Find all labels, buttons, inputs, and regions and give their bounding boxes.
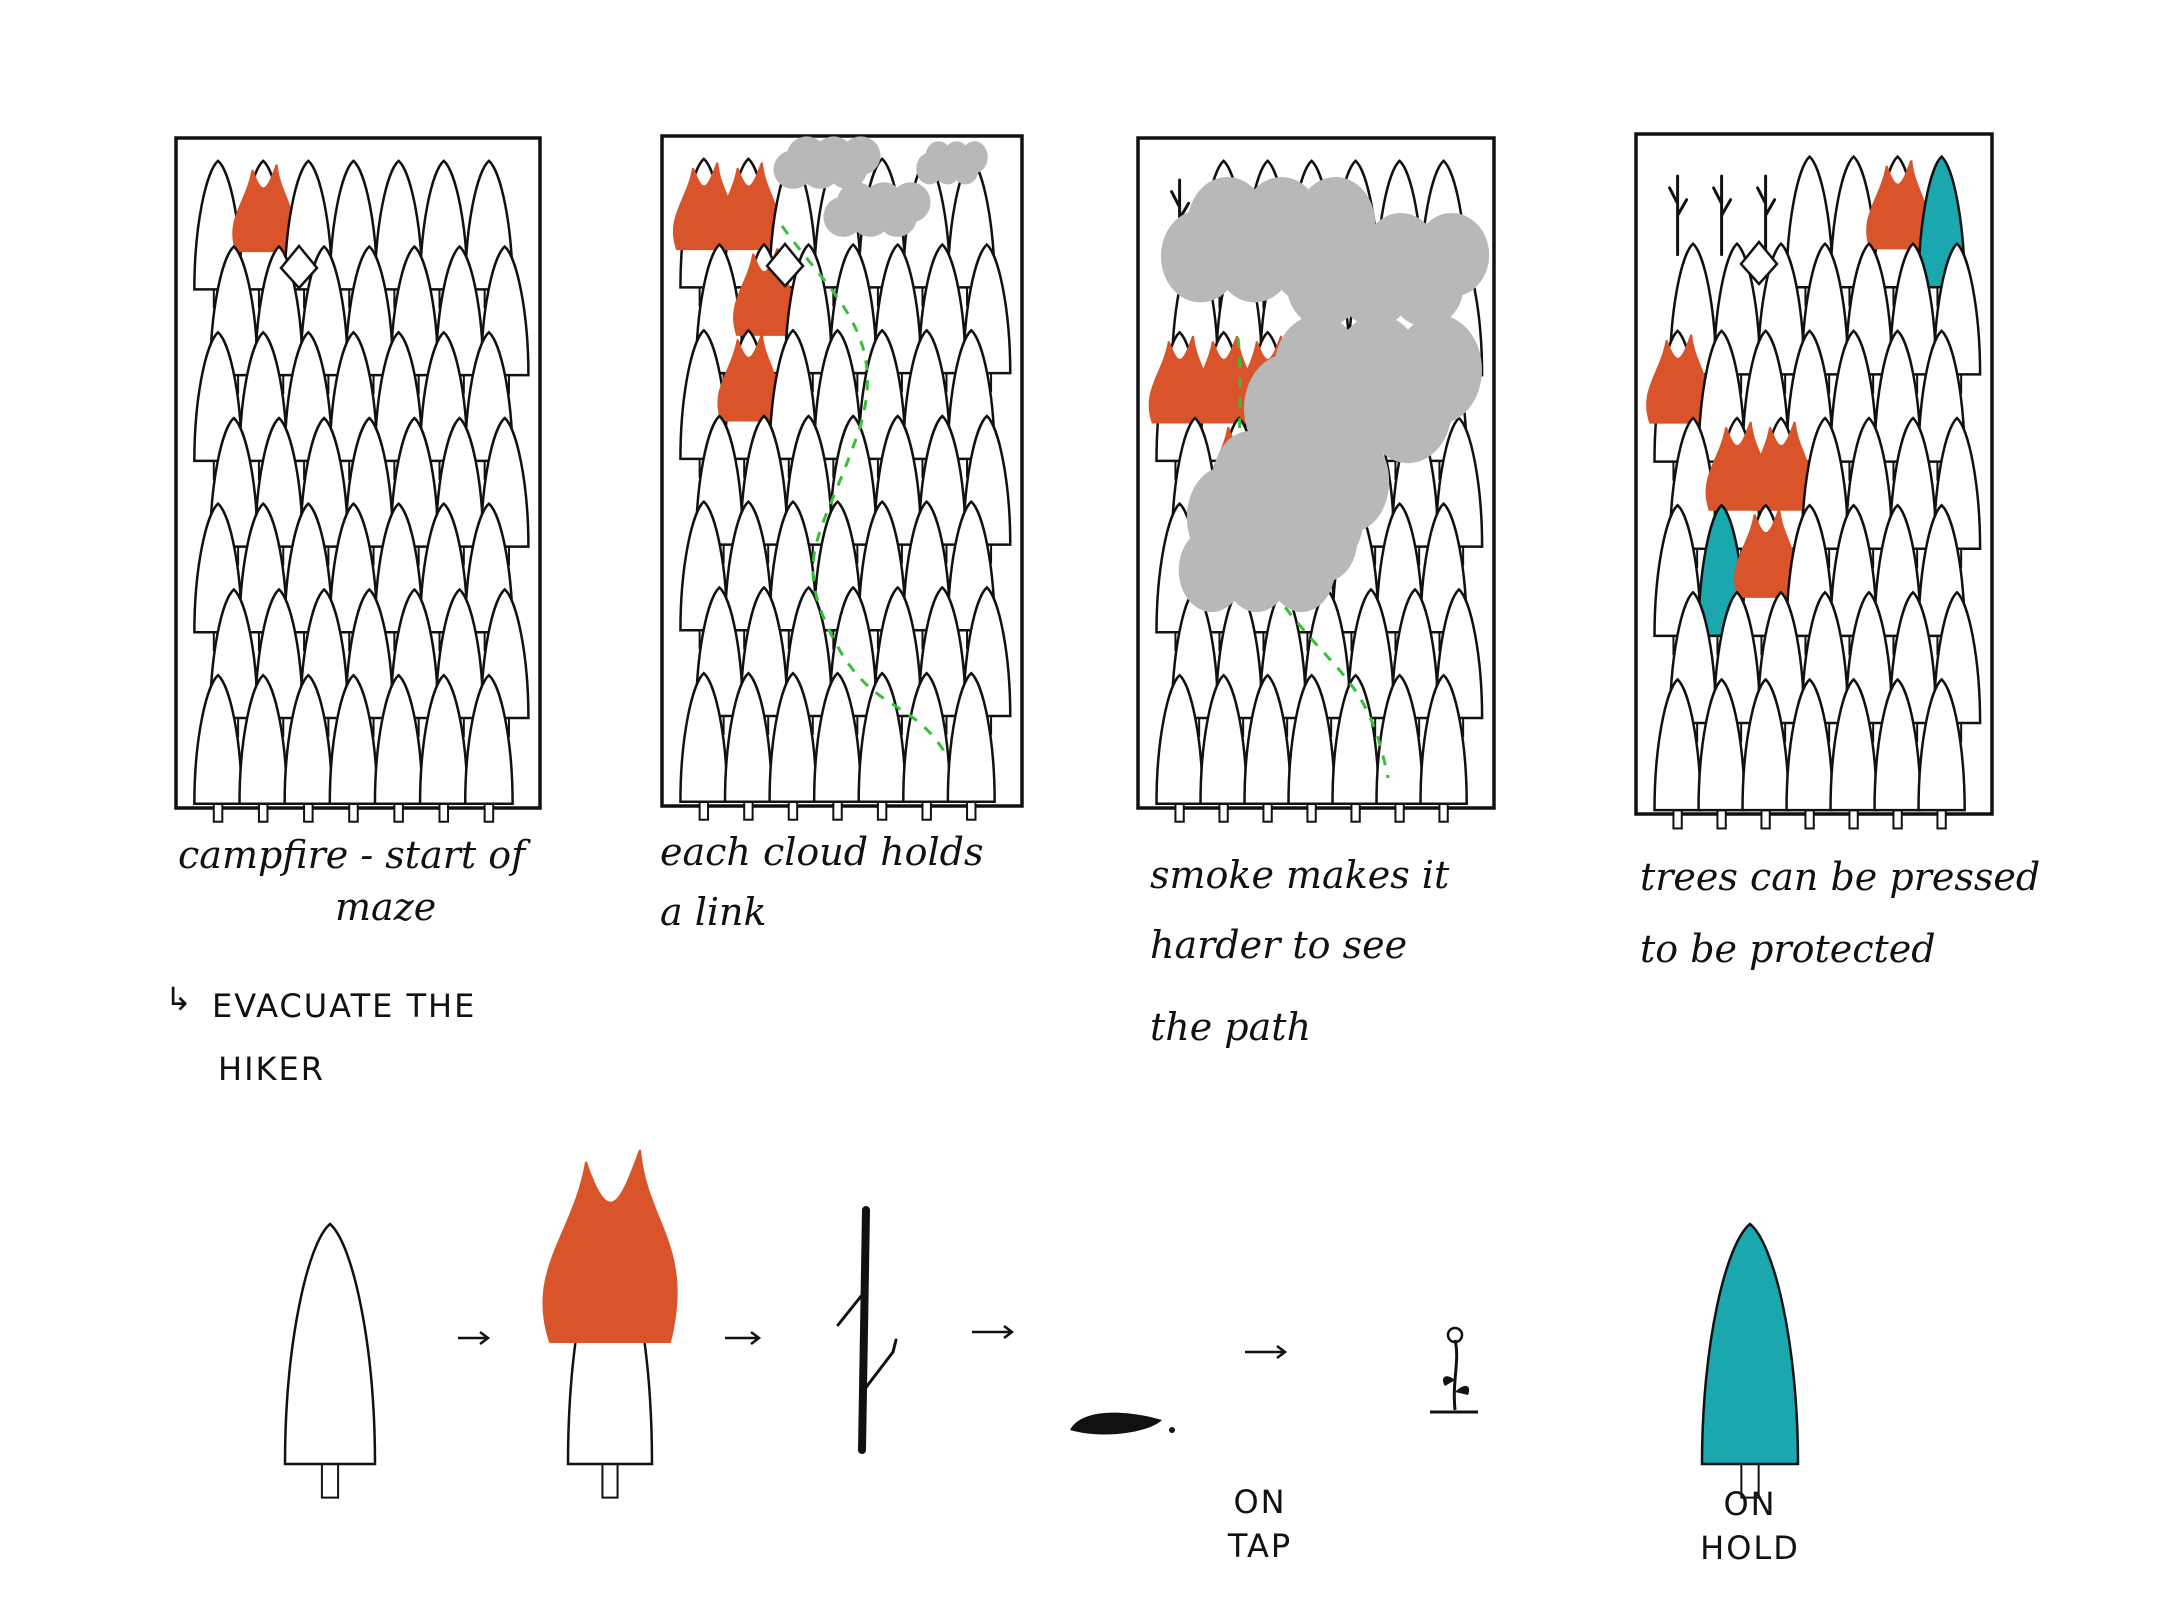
arrow-icon	[1245, 1345, 1288, 1359]
panel-2-caption-line-2: a link	[660, 890, 767, 934]
tree-icon	[418, 673, 469, 823]
tree-icon	[1199, 673, 1248, 823]
lifecycle-flame-icon	[542, 1149, 678, 1343]
tree-icon	[1375, 673, 1424, 823]
tree-icon	[1419, 673, 1468, 823]
storyboard-panel-1	[174, 136, 542, 823]
on-tap-label-line-2: TAP	[1227, 1527, 1293, 1565]
panel-3-caption-line-1: smoke makes it	[1150, 853, 1450, 897]
tree-icon	[238, 673, 289, 823]
bare-tree-icon	[1756, 174, 1777, 257]
storyboard-panel-2	[660, 134, 1024, 821]
tree-icon	[1785, 677, 1834, 830]
smoke-cloud-icon	[773, 136, 881, 189]
tree-icon	[1741, 677, 1790, 830]
bare-tree-icon	[1712, 174, 1733, 257]
lifecycle-tree-icon	[283, 1222, 377, 1499]
tree-icon	[812, 671, 863, 821]
panel-1-note-line-1: EVACUATE THE	[212, 987, 477, 1025]
tree-icon	[1331, 673, 1380, 823]
tree-icon	[679, 671, 729, 821]
arrow-icon	[972, 1325, 1015, 1339]
lifecycle-ash-icon	[1070, 1412, 1175, 1435]
tree-icon	[768, 671, 818, 821]
tree-icon	[283, 673, 334, 823]
tree-lifecycle	[283, 1149, 1800, 1499]
panel-1-caption-line-2: maze	[335, 885, 437, 929]
tree-icon	[1829, 677, 1878, 830]
tree-icon	[1287, 673, 1336, 823]
tree-icon	[1917, 677, 1966, 830]
tree-icon	[902, 671, 952, 821]
panel-3-caption-line-2: harder to see	[1150, 923, 1408, 967]
on-hold-label-line-1: ON	[1723, 1485, 1777, 1523]
bare-tree-icon	[1668, 174, 1689, 257]
panel-1-note-line-2: HIKER	[218, 1050, 325, 1088]
tree-icon	[463, 673, 514, 823]
escape-path	[780, 225, 949, 757]
on-hold-label-line-2: HOLD	[1700, 1529, 1800, 1567]
smoke-cloud-icon	[1286, 213, 1490, 327]
panel-4-caption-line-1: trees can be pressed	[1640, 855, 2041, 899]
storyboard-panel-4	[1634, 132, 1994, 830]
panel-2-caption-line-1: each cloud holds	[660, 830, 984, 874]
on-tap-label-line-1: ON	[1233, 1483, 1287, 1521]
tree-icon	[373, 673, 424, 823]
panel-1-caption-line-1: campfire - start of	[178, 833, 526, 877]
tree-icon	[1697, 677, 1746, 830]
storyboard-panel-3	[1136, 136, 1496, 823]
panel-3-caption-line-3: the path	[1150, 1005, 1312, 1049]
arrow-note-icon: ↳	[165, 980, 194, 1018]
smoke-cloud-icon	[823, 182, 931, 237]
tent-icon	[1739, 240, 1779, 286]
arrow-icon	[458, 1331, 491, 1345]
tent-icon	[279, 244, 319, 290]
tent-icon	[765, 242, 805, 288]
tree-icon	[946, 671, 996, 821]
tree-icon	[1155, 673, 1204, 823]
tree-icon	[1653, 677, 1702, 830]
tree-icon	[1243, 673, 1292, 823]
arrow-icon	[725, 1331, 762, 1345]
smoke-cloud-icon	[1178, 498, 1358, 612]
tree-icon	[723, 671, 774, 821]
panel-4-caption-line-2: to be protected	[1640, 927, 1936, 971]
tree-icon	[1873, 677, 1922, 830]
lifecycle-protected-tree-icon	[1700, 1222, 1800, 1499]
tree-icon	[193, 673, 244, 823]
smoke-cloud-icon	[916, 141, 988, 185]
tree-icon	[328, 673, 379, 823]
lifecycle-burnt-trunk-icon	[836, 1206, 898, 1454]
lifecycle-sprout-icon	[1430, 1326, 1478, 1414]
